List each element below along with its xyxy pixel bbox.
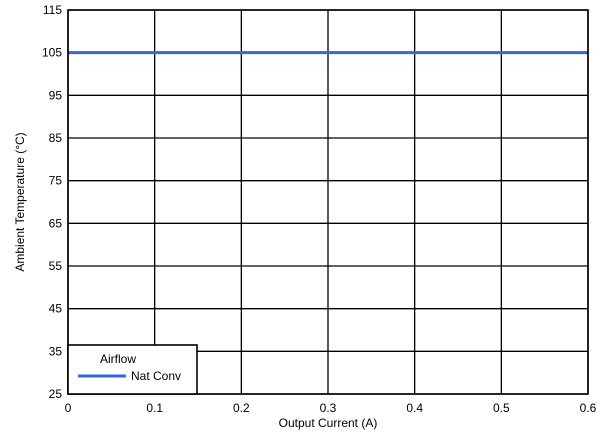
legend-title: Airflow — [100, 352, 136, 366]
y-tick-label: 25 — [49, 387, 63, 401]
x-tick-label: 0.4 — [406, 401, 423, 415]
y-tick-label: 95 — [49, 88, 63, 102]
y-tick-label: 65 — [49, 216, 63, 230]
plot-frame — [67, 9, 589, 395]
y-tick-label: 115 — [43, 3, 62, 17]
x-tick-label: 0.2 — [233, 401, 250, 415]
x-tick-label: 0.6 — [580, 401, 597, 415]
x-axis-ticks: 0 0.1 0.2 0.3 0.4 0.5 0.6 — [65, 401, 597, 415]
x-tick-label: 0.1 — [146, 401, 163, 415]
legend-box — [67, 344, 198, 395]
y-tick-label: 85 — [49, 131, 63, 145]
y-tick-label: 55 — [49, 259, 63, 273]
x-tick-label: 0.5 — [493, 401, 510, 415]
y-tick-label: 45 — [49, 302, 63, 316]
y-axis-ticks: 25 35 45 55 65 75 85 95 105 115 — [42, 3, 62, 401]
y-tick-label: 35 — [49, 344, 63, 358]
legend-label-nat-conv: Nat Conv — [131, 369, 181, 383]
y-tick-label: 75 — [49, 174, 63, 188]
y-tick-label: 105 — [42, 46, 62, 60]
grid — [67, 9, 589, 395]
x-tick-label: 0.3 — [320, 401, 337, 415]
y-axis-label: Ambient Temperature (°C) — [13, 132, 27, 271]
legend: Airflow Nat Conv — [67, 344, 198, 395]
x-axis-label: Output Current (A) — [279, 416, 378, 430]
x-tick-label: 0 — [65, 401, 72, 415]
